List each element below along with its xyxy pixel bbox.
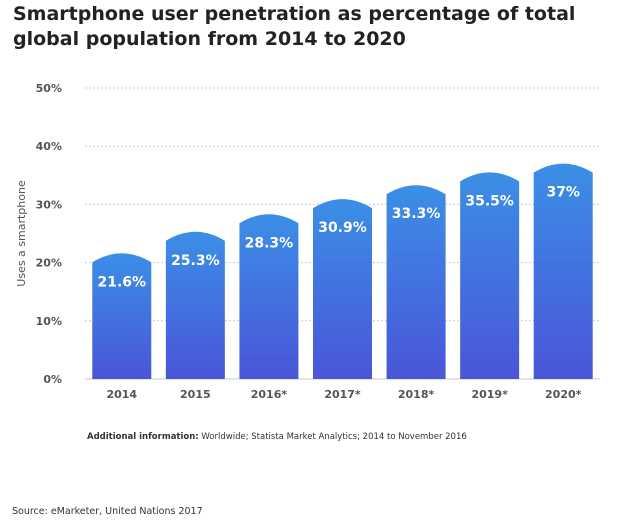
bars: 21.6% 25.3% 28.3% 30.9% 33.3% 35.5% 37%	[92, 163, 593, 379]
data-label: 21.6%	[97, 274, 146, 290]
bar-2014	[92, 253, 152, 379]
y-axis-ticks: 0% 10% 20% 30% 40% 50%	[36, 82, 62, 386]
x-tick-label: 2018*	[398, 388, 435, 401]
x-axis-ticks: 2014 2015 2016* 2017* 2018* 2019* 2020*	[106, 388, 581, 401]
x-tick-label: 2017*	[324, 388, 361, 401]
bar-2018	[386, 185, 446, 379]
y-tick-label: 30%	[36, 198, 62, 211]
y-tick-label: 10%	[36, 315, 62, 328]
data-label: 30.9%	[318, 220, 367, 236]
source-note: Source: eMarketer, United Nations 2017	[12, 506, 203, 517]
bar-2016	[239, 214, 299, 379]
bar-2019	[460, 172, 520, 379]
bar-2020	[533, 163, 593, 379]
additional-information-text: Worldwide; Statista Market Analytics; 20…	[198, 432, 467, 442]
bar-2017	[313, 199, 372, 379]
y-tick-label: 20%	[36, 257, 62, 270]
x-tick-label: 2016*	[251, 388, 288, 401]
data-label: 33.3%	[392, 206, 441, 222]
bar-2015	[165, 231, 225, 379]
y-tick-label: 0%	[43, 373, 62, 386]
x-tick-label: 2020*	[545, 388, 582, 401]
x-tick-label: 2014	[106, 388, 137, 401]
data-label: 25.3%	[171, 253, 220, 269]
chart-title: Smartphone user penetration as percentag…	[13, 3, 576, 50]
data-label: 35.5%	[465, 193, 514, 209]
additional-information-label: Additional information:	[87, 432, 199, 442]
x-tick-label: 2019*	[471, 388, 508, 401]
bar-chart: 0% 10% 20% 30% 40% 50% 21.6% 25.3% 28.3% 30.9% 33…	[15, 82, 600, 401]
y-axis-label: Uses a smartphone	[15, 180, 28, 287]
data-label: 37%	[546, 185, 580, 201]
additional-information: Additional information: Worldwide; Stati…	[87, 432, 467, 442]
y-tick-label: 40%	[36, 140, 62, 153]
x-tick-label: 2015	[180, 388, 211, 401]
data-label: 28.3%	[245, 235, 294, 251]
y-tick-label: 50%	[36, 82, 62, 95]
